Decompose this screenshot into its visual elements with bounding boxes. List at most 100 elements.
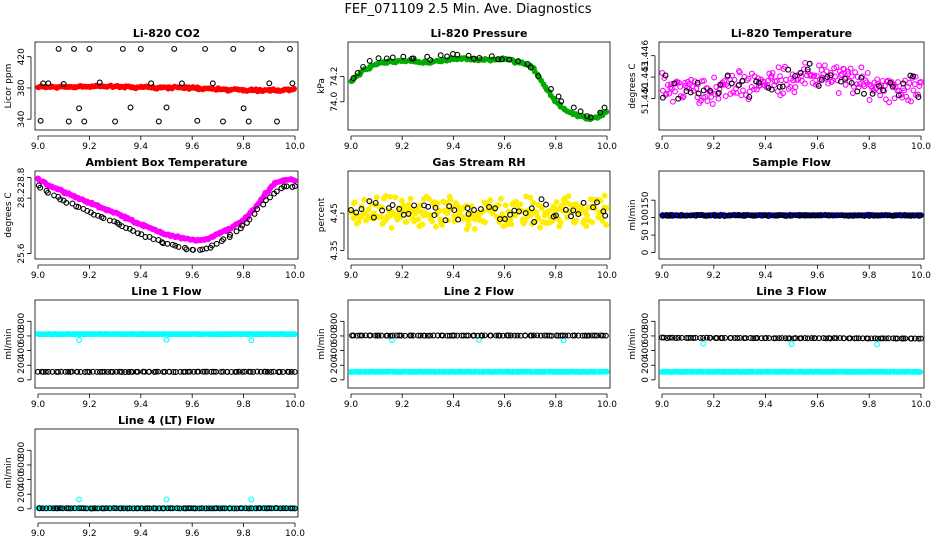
plot-frame bbox=[34, 41, 299, 131]
data-point bbox=[111, 218, 118, 225]
y-tick-label: 51.446 bbox=[641, 40, 651, 72]
data-point bbox=[707, 87, 714, 94]
data-point bbox=[785, 66, 792, 73]
data-point bbox=[240, 105, 247, 112]
data-point bbox=[743, 92, 750, 99]
plot-frame bbox=[34, 170, 299, 260]
data-point bbox=[100, 215, 107, 222]
x-axis: 9.0 9.2 9.4 9.6 9.8 10.0 bbox=[655, 135, 931, 152]
panel-title: Li-820 Temperature bbox=[731, 27, 852, 40]
x-tick-label: 9.4 bbox=[758, 400, 773, 410]
x-tick-label: 10.0 bbox=[285, 142, 305, 152]
y-tick-label: 51.443 bbox=[641, 61, 651, 93]
data-point bbox=[286, 45, 293, 52]
x-tick-label: 9.0 bbox=[344, 400, 359, 410]
data-point bbox=[876, 83, 882, 90]
y-tick-label: 420 bbox=[17, 48, 27, 65]
data-point bbox=[728, 80, 735, 87]
data-point bbox=[515, 58, 522, 65]
x-tick-label: 9.0 bbox=[31, 142, 46, 152]
data-point bbox=[530, 199, 537, 206]
x-tick-label: 9.4 bbox=[446, 142, 461, 152]
series-rh bbox=[348, 192, 610, 233]
series-line-2 bbox=[348, 368, 610, 375]
data-point bbox=[814, 73, 821, 80]
x-tick-label: 10.0 bbox=[597, 142, 617, 152]
x-tick-label: 9.2 bbox=[707, 400, 721, 410]
data-point bbox=[584, 212, 590, 219]
data-point bbox=[858, 64, 865, 71]
data-point bbox=[407, 195, 414, 202]
data-point bbox=[780, 90, 787, 97]
plot-frame bbox=[658, 41, 925, 131]
series-pressure bbox=[348, 55, 610, 123]
y-tick-label: 800 bbox=[330, 312, 340, 329]
data-point bbox=[671, 80, 678, 87]
data-point bbox=[388, 225, 395, 231]
panel-title: Li-820 Pressure bbox=[431, 27, 528, 40]
x-tick-label: 9.0 bbox=[344, 142, 359, 152]
y-tick-label: 100 bbox=[641, 209, 651, 226]
data-point bbox=[119, 45, 126, 52]
data-point bbox=[558, 98, 565, 105]
x-tick-label: 9.0 bbox=[655, 142, 670, 152]
data-point bbox=[360, 63, 367, 70]
data-point bbox=[535, 214, 542, 221]
data-point bbox=[537, 224, 543, 231]
y-tick-label: 0 bbox=[17, 506, 27, 512]
data-point bbox=[768, 86, 775, 93]
x-axis: 9.0 9.2 9.4 9.6 9.8 10.0 bbox=[31, 264, 305, 281]
x-axis: 9.0 9.2 9.4 9.6 9.8 10.0 bbox=[31, 522, 305, 539]
data-point bbox=[715, 90, 722, 96]
panel-title: Sample Flow bbox=[752, 156, 831, 169]
y-axis-label: ml/min bbox=[4, 328, 14, 359]
data-point bbox=[389, 54, 396, 61]
data-point bbox=[60, 81, 67, 87]
series-pressure-check bbox=[350, 51, 608, 121]
data-point bbox=[733, 89, 740, 96]
data-point bbox=[818, 76, 825, 83]
y-tick-label: 74.0 bbox=[330, 91, 340, 111]
series-co2 bbox=[35, 82, 297, 95]
data-point bbox=[765, 84, 772, 91]
data-point bbox=[351, 199, 358, 206]
data-point bbox=[543, 201, 549, 208]
data-point bbox=[502, 202, 509, 208]
y-axis-label: ml/min bbox=[628, 199, 638, 230]
data-point bbox=[373, 194, 380, 201]
data-point bbox=[906, 80, 913, 86]
data-point bbox=[573, 217, 579, 224]
data-point bbox=[854, 88, 861, 95]
data-point bbox=[375, 55, 382, 62]
x-tick-label: 9.2 bbox=[82, 271, 96, 281]
data-point bbox=[898, 91, 905, 98]
x-tick-label: 9.2 bbox=[82, 142, 96, 152]
data-point bbox=[731, 76, 738, 83]
data-point bbox=[722, 93, 729, 100]
data-point bbox=[383, 55, 390, 62]
data-point bbox=[858, 74, 865, 81]
data-point bbox=[804, 66, 811, 73]
data-point bbox=[769, 70, 776, 76]
data-point bbox=[584, 113, 591, 120]
y-axis: 74.0 74.2 bbox=[330, 67, 345, 112]
x-tick-label: 9.8 bbox=[236, 529, 251, 539]
data-point bbox=[75, 204, 82, 211]
data-point bbox=[869, 90, 876, 97]
data-point bbox=[711, 91, 718, 98]
data-point bbox=[444, 53, 451, 60]
data-point bbox=[800, 66, 807, 73]
x-tick-label: 10.0 bbox=[597, 271, 617, 281]
data-point bbox=[740, 87, 746, 94]
panel-title: Line 4 (LT) Flow bbox=[118, 414, 215, 427]
y-axis: 25.6 28.228.8 bbox=[17, 167, 32, 264]
data-point bbox=[291, 85, 297, 92]
data-point bbox=[842, 81, 849, 88]
data-point bbox=[895, 79, 901, 86]
data-point bbox=[354, 70, 361, 76]
data-point bbox=[267, 194, 273, 201]
data-point bbox=[874, 341, 880, 348]
x-axis: 9.0 9.2 9.4 9.6 9.8 10.0 bbox=[344, 135, 617, 152]
data-point bbox=[209, 80, 216, 87]
data-point bbox=[687, 89, 694, 96]
